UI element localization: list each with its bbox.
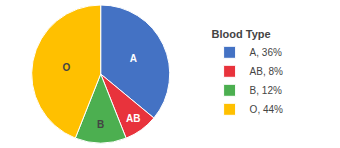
svg-text:O, 44%: O, 44% bbox=[250, 104, 283, 115]
svg-text:A: A bbox=[130, 53, 137, 64]
svg-text:A, 36%: A, 36% bbox=[250, 47, 282, 58]
svg-text:Blood Type: Blood Type bbox=[212, 28, 271, 40]
svg-text:AB, 8%: AB, 8% bbox=[250, 66, 283, 77]
svg-text:B, 12%: B, 12% bbox=[250, 85, 282, 96]
svg-text:AB: AB bbox=[126, 113, 140, 124]
svg-text:O: O bbox=[63, 62, 71, 73]
svg-text:B: B bbox=[97, 119, 104, 130]
